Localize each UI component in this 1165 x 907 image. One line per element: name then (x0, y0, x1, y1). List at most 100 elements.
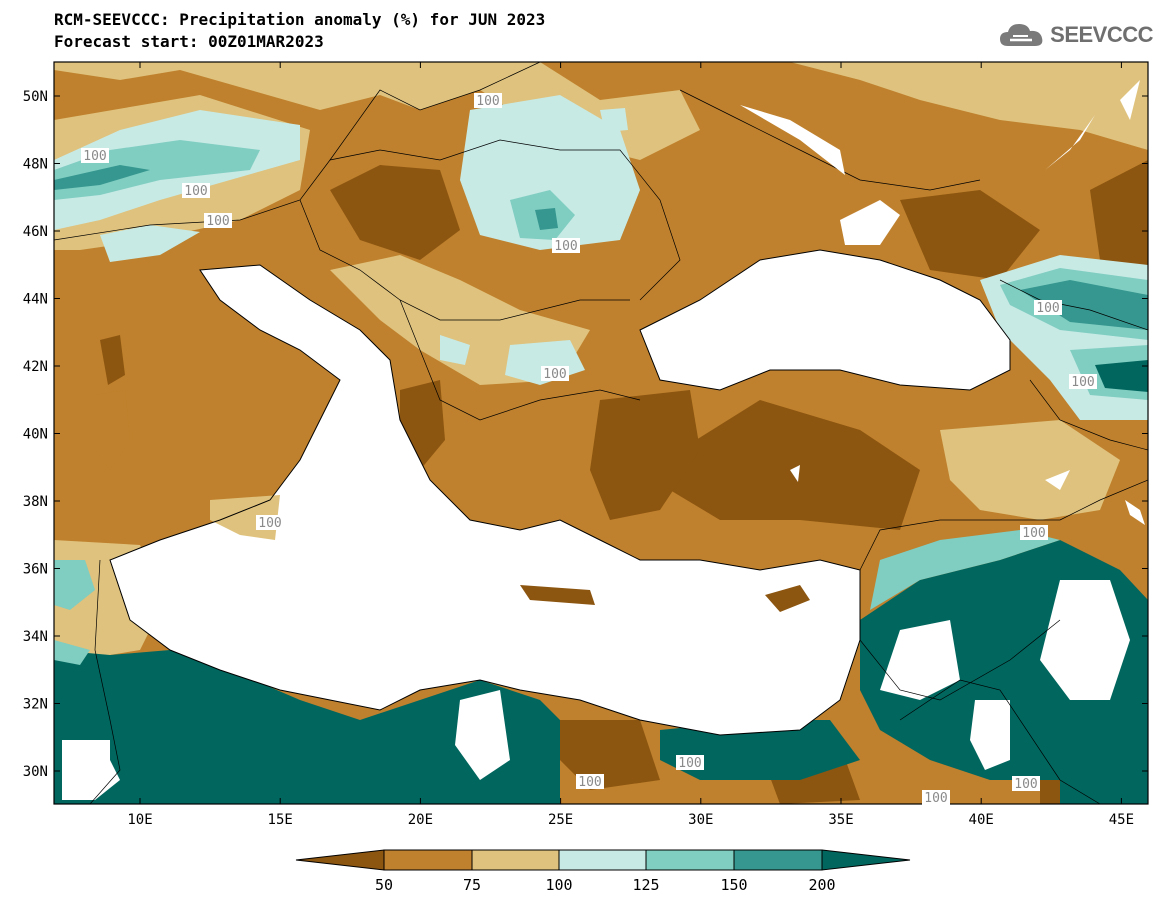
lat-tick-label: 42N (23, 359, 48, 375)
legend-swatch (821, 849, 911, 871)
anomaly-dry-region (900, 190, 1040, 280)
cyprus-island (765, 585, 810, 612)
seevccc-logo: SEEVCCC (998, 20, 1153, 50)
contour-label-bg (1012, 776, 1040, 791)
contour-label: 100 (476, 94, 499, 109)
lat-tick-label: 30N (23, 764, 48, 780)
anomaly-light-region (790, 62, 1148, 150)
legend-tick-label: 100 (545, 876, 572, 894)
legend-tick-label: 150 (720, 876, 747, 894)
contour-label: 100 (578, 775, 601, 790)
lat-tick-label: 44N (23, 292, 48, 308)
contour-label-bg (204, 213, 232, 228)
anomaly-dry-region (330, 165, 460, 260)
anomaly-dry-region (560, 720, 660, 790)
contour-label: 100 (184, 184, 207, 199)
contour-label-bg (922, 790, 950, 805)
anomaly-very-wet-region (54, 650, 560, 804)
contour-label: 100 (924, 791, 947, 806)
sardinia-island (95, 390, 130, 470)
corsica-island (100, 335, 125, 385)
map-panel (54, 62, 1148, 804)
contour-label-bg (676, 755, 704, 770)
anomaly-light-region (54, 62, 700, 160)
contour-label: 100 (1022, 526, 1045, 541)
anomaly-wet-region (600, 108, 628, 132)
anomaly-dry-region (590, 390, 700, 520)
anomaly-wet-region (460, 95, 640, 250)
contour-label: 100 (554, 239, 577, 254)
latitude-axis: 50N 48N 46N 44N 42N 40N 38N 36N 34N 32N 30N (23, 89, 1148, 780)
legend-swatch (471, 849, 560, 871)
longitude-axis: 10E 15E 20E 25E 30E 35E 40E 45E (127, 62, 1134, 828)
crete-island (520, 585, 595, 605)
contour-label: 100 (678, 756, 701, 771)
legend-tick-label: 125 (632, 876, 659, 894)
contour-label-bg (1069, 374, 1097, 389)
lat-tick-label: 36N (23, 562, 48, 578)
anomaly-dry-region (1090, 160, 1148, 290)
contour-label-bg (1034, 300, 1062, 315)
contour-label: 100 (1014, 777, 1037, 792)
anomaly-wet-region (440, 335, 470, 365)
legend-swatch (558, 849, 647, 871)
lon-tick-label: 10E (127, 812, 152, 828)
cloud-icon (1000, 24, 1043, 46)
contour-labels: 100 100 100 100 100 100 100 100 100 100 100 100 100 1… (81, 93, 1097, 806)
contour-label-bg (1020, 525, 1048, 540)
contour-label-bg (552, 238, 580, 253)
anomaly-wet-region (54, 560, 95, 610)
mediterranean-sea (110, 265, 860, 735)
contour-label: 100 (258, 516, 281, 531)
contour-label: 100 (1071, 375, 1094, 390)
map-title: RCM-SEEVCCC: Precipitation anomaly (%) f… (54, 10, 546, 29)
contour-label-bg (474, 93, 502, 108)
anomaly-wet-region (54, 165, 150, 190)
anomaly-wet-region (1020, 280, 1148, 330)
lon-tick-label: 35E (828, 812, 853, 828)
color-legend: 50 75 100 125 150 200 (295, 849, 911, 894)
sea-of-azov (840, 200, 900, 245)
lat-tick-label: 46N (23, 224, 48, 240)
black-sea (640, 250, 1010, 390)
contour-label-bg (182, 183, 210, 198)
lat-tick-label: 40N (23, 427, 48, 443)
lat-tick-label: 32N (23, 697, 48, 713)
anomaly-wet-region (100, 225, 200, 262)
contour-label-bg (81, 148, 109, 163)
lon-tick-label: 15E (268, 812, 293, 828)
legend-swatch (383, 849, 473, 871)
anomaly-wet-region (1095, 360, 1148, 392)
anomaly-wet-region (535, 208, 558, 230)
anomaly-wet-region (54, 640, 90, 665)
country-borders (54, 62, 1148, 804)
map-subtitle: Forecast start: 00Z01MAR2023 (54, 32, 324, 51)
legend-swatch (645, 849, 735, 871)
legend-tick-label: 200 (808, 876, 835, 894)
anomaly-dry-region (670, 400, 920, 530)
lat-tick-label: 48N (23, 157, 48, 173)
contour-label-bg (256, 515, 284, 530)
lon-tick-label: 40E (969, 812, 994, 828)
lat-tick-label: 50N (23, 89, 48, 105)
contour-label: 100 (206, 214, 229, 229)
anomaly-wet-region (870, 530, 1060, 610)
lon-tick-label: 25E (548, 812, 573, 828)
legend-swatch (295, 849, 385, 871)
contour-label-bg (576, 774, 604, 789)
contour-label-bg (541, 366, 569, 381)
contour-label: 100 (543, 367, 566, 382)
lon-tick-label: 30E (688, 812, 713, 828)
legend-tick-label: 50 (375, 876, 393, 894)
contour-label: 100 (1036, 301, 1059, 316)
contour-label: 100 (83, 149, 106, 164)
lat-tick-label: 34N (23, 629, 48, 645)
anomaly-light-region (940, 420, 1120, 520)
lat-tick-label: 38N (23, 494, 48, 510)
legend-tick-label: 75 (463, 876, 481, 894)
lon-tick-label: 45E (1109, 812, 1134, 828)
anomaly-very-wet-region (660, 720, 860, 780)
lon-tick-label: 20E (408, 812, 433, 828)
legend-swatch (733, 849, 823, 871)
